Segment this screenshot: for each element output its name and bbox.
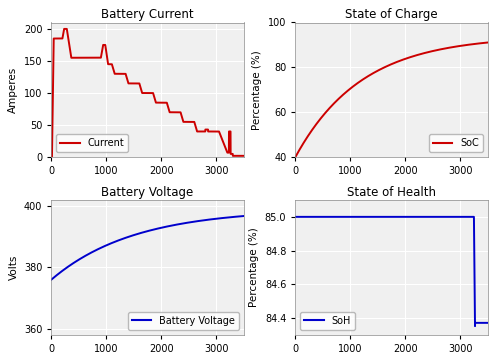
Title: State of Charge: State of Charge [345, 8, 438, 21]
Title: State of Health: State of Health [347, 186, 436, 199]
Legend: Current: Current [56, 134, 128, 152]
Legend: SoH: SoH [300, 312, 355, 330]
Title: Battery Voltage: Battery Voltage [102, 186, 194, 199]
Y-axis label: Volts: Volts [8, 254, 18, 280]
Y-axis label: Percentage (%): Percentage (%) [252, 50, 262, 130]
Legend: Battery Voltage: Battery Voltage [128, 312, 239, 330]
Title: Battery Current: Battery Current [101, 8, 194, 21]
Y-axis label: Percentage (%): Percentage (%) [249, 227, 259, 307]
Y-axis label: Amperes: Amperes [8, 67, 18, 113]
Legend: SoC: SoC [429, 134, 483, 152]
